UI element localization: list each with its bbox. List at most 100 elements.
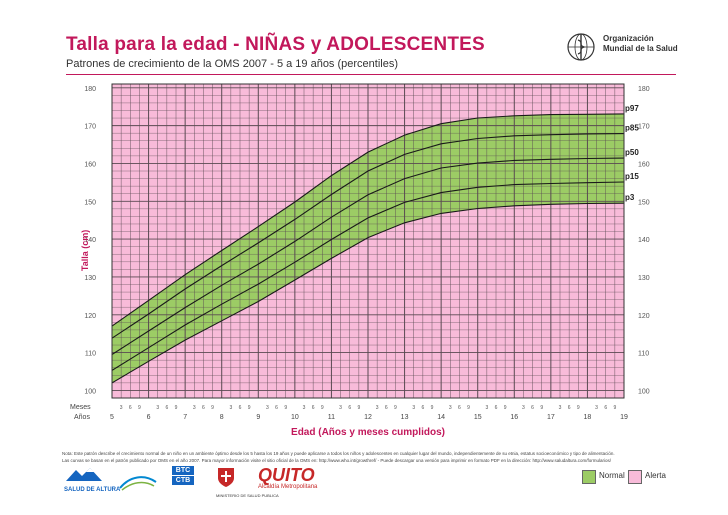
btc-text: BTC [172, 466, 194, 475]
x-tick-label: 19 [620, 414, 628, 421]
month-mark-label: 9 [211, 405, 214, 411]
y-tick-label-right: 110 [638, 351, 649, 358]
month-mark-label: 9 [357, 405, 360, 411]
month-mark-label: 3 [522, 405, 525, 411]
month-mark-label: 9 [138, 405, 141, 411]
y-tick-label-left: 150 [84, 199, 96, 206]
month-mark-label: 6 [275, 405, 278, 411]
y-axis-title: Talla (cm) [80, 230, 90, 271]
month-mark-label: 3 [303, 405, 306, 411]
y-tick-label-left: 160 [84, 161, 96, 168]
month-mark-label: 3 [156, 405, 159, 411]
y-tick-label-left: 180 [84, 86, 96, 93]
ctb-text: CTB [172, 476, 194, 485]
month-mark-label: 9 [540, 405, 543, 411]
y-tick-label-left: 100 [84, 388, 96, 395]
month-mark-label: 6 [421, 405, 424, 411]
month-mark-label: 3 [193, 405, 196, 411]
y-tick-label-right: 100 [638, 388, 650, 395]
partner-logo [118, 472, 158, 497]
y-tick-label-left: 130 [84, 275, 96, 282]
month-mark-label: 6 [129, 405, 132, 411]
x-tick-label: 11 [328, 414, 335, 421]
month-mark-label: 9 [175, 405, 178, 411]
header-divider [66, 74, 676, 75]
ministerio-logo: MINISTERIO DE SALUD PUBLICA [216, 466, 279, 498]
page-subtitle: Patrones de crecimiento de la OMS 2007 -… [66, 58, 399, 70]
curve-p50 [111, 157, 625, 355]
legend-alerta-swatch [628, 470, 642, 484]
month-mark-label: 3 [485, 405, 488, 411]
percentile-label-p97: p97 [625, 104, 639, 113]
month-mark-label: 9 [248, 405, 251, 411]
quito-text: QUITO [258, 465, 315, 485]
percentile-label-p15: p15 [625, 172, 639, 181]
salud-altura-text: SALUD DE ALTURA [64, 487, 121, 493]
y-tick-label-right: 160 [638, 161, 650, 168]
y-tick-label-left: 170 [84, 124, 96, 131]
y-tick-label-right: 180 [638, 86, 650, 93]
month-mark-label: 3 [412, 405, 415, 411]
who-org-line2: Mundial de la Salud [603, 44, 678, 53]
month-mark-label: 9 [431, 405, 434, 411]
month-mark-label: 3 [229, 405, 232, 411]
legend-alerta-label: Alerta [645, 471, 666, 480]
y-tick-label-right: 170 [638, 124, 650, 131]
x-tick-label: 17 [547, 414, 555, 421]
footnote-line2: Las curvas se basan en el patrón publica… [62, 457, 612, 463]
legend-normal-swatch [582, 470, 596, 484]
x-tick-label: 10 [291, 414, 299, 421]
month-mark-label: 6 [568, 405, 571, 411]
month-mark-label: 9 [504, 405, 507, 411]
footnote-line1: Nota: Este patrón describe el crecimient… [62, 451, 615, 456]
x-tick-label: 14 [437, 414, 445, 421]
grid-lines [111, 84, 625, 399]
page-title: Talla para la edad - NIÑAS y ADOLESCENTE… [66, 34, 485, 55]
legend-normal-label: Normal [599, 471, 625, 480]
month-mark-label: 6 [165, 405, 168, 411]
curve-p97 [111, 113, 625, 327]
percentile-label-p3: p3 [625, 193, 635, 202]
ministerio-text: MINISTERIO DE SALUD PUBLICA [216, 493, 279, 498]
who-brand: Organización Mundial de la Salud [566, 32, 696, 62]
x-tick-label: 6 [147, 414, 151, 421]
x-tick-label: 18 [584, 414, 592, 421]
x-tick-label: 8 [220, 414, 224, 421]
month-mark-label: 6 [312, 405, 315, 411]
alcaldia-text: Alcaldía Metropolitana [258, 484, 318, 490]
plot-border [111, 83, 625, 399]
x-tick-label: 9 [256, 414, 260, 421]
percentile-label-p85: p85 [625, 124, 639, 133]
month-mark-label: 6 [458, 405, 461, 411]
footnote: Nota: Este patrón describe el crecimient… [62, 451, 682, 464]
y-tick-label-right: 140 [638, 237, 650, 244]
month-mark-label: 3 [449, 405, 452, 411]
month-mark-label: 6 [604, 405, 607, 411]
month-mark-label: 6 [239, 405, 242, 411]
x-axis-title: Edad (Años y meses cumplidos) [291, 427, 445, 438]
month-mark-label: 9 [284, 405, 287, 411]
x-tick-label: 5 [110, 414, 114, 421]
month-mark-label: 3 [559, 405, 562, 411]
who-emblem-icon [567, 33, 595, 61]
y-tick-label-left: 110 [85, 351, 96, 358]
month-mark-label: 6 [202, 405, 205, 411]
month-mark-label: 9 [394, 405, 397, 411]
month-mark-label: 3 [266, 405, 269, 411]
month-mark-label: 6 [348, 405, 351, 411]
mountain-icon [66, 468, 102, 481]
shield-icon [218, 468, 234, 487]
month-mark-label: 6 [385, 405, 388, 411]
month-mark-label: 3 [595, 405, 598, 411]
quito-logo: QUITO Alcaldía Metropolitana [258, 466, 317, 490]
x-tick-label: 7 [183, 414, 187, 421]
y-tick-label-left: 140 [84, 237, 96, 244]
month-mark-label: 9 [467, 405, 470, 411]
salud-altura-logo: SALUD DE ALTURA [64, 466, 120, 493]
month-mark-label: 6 [531, 405, 534, 411]
years-row-label: Años [74, 414, 90, 421]
month-mark-label: 9 [613, 405, 616, 411]
curve-p85 [111, 133, 625, 339]
month-mark-label: 9 [577, 405, 580, 411]
x-tick-label: 16 [510, 414, 518, 421]
